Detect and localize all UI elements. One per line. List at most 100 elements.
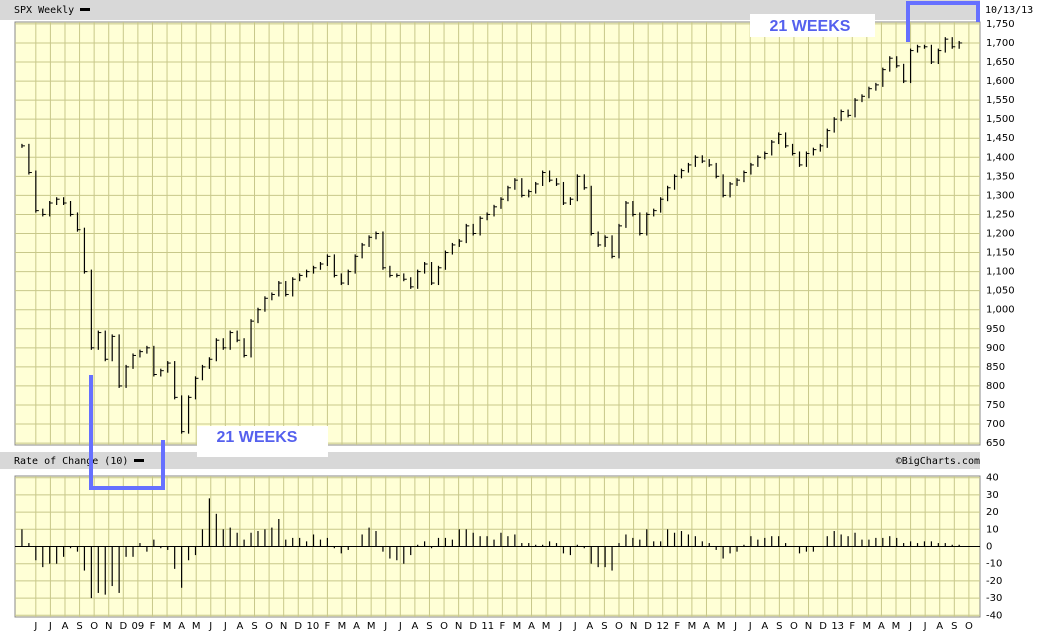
y-tick-label: 1,450 (986, 133, 1015, 144)
price-bar (160, 368, 164, 377)
price-bar (909, 48, 914, 84)
price-bar (354, 254, 359, 274)
x-tick-label: M (338, 621, 347, 632)
price-bar (118, 334, 123, 388)
credit: ©BigCharts.com (896, 456, 980, 467)
price-bar (104, 330, 109, 362)
y-tick-label: 1,600 (986, 76, 1015, 87)
price-bar (49, 201, 53, 217)
x-tick-label: N (455, 621, 462, 632)
price-bar (646, 212, 650, 236)
annotation: 21 WEEKS (770, 18, 851, 35)
x-tick-label: F (849, 621, 855, 632)
x-tick-label: O (440, 621, 448, 632)
price-bar (500, 197, 504, 209)
header-bar (0, 452, 980, 469)
x-tick-label: A (62, 621, 69, 632)
x-tick-label: A (703, 621, 710, 632)
price-bar (382, 231, 386, 270)
date-label: 10/13/13 (985, 5, 1033, 16)
price-bar (174, 361, 178, 400)
y-tick-label: 1,050 (986, 286, 1015, 297)
y-tick-label: 1,400 (986, 152, 1015, 163)
price-bar (167, 361, 171, 373)
price-bar (424, 261, 428, 274)
price-bar (625, 201, 629, 228)
price-bar (889, 56, 893, 72)
y-tick-label: -40 (986, 610, 1002, 621)
y-tick-label: 700 (986, 419, 1005, 430)
x-tick-label: D (819, 621, 827, 632)
price-bar (194, 376, 199, 400)
price-bar (937, 48, 942, 65)
price-bar (701, 155, 706, 164)
bracket (89, 375, 165, 490)
price-bar (882, 67, 886, 87)
x-tick-label: D (469, 621, 477, 632)
price-bar (736, 178, 741, 186)
chart-title: SPX Weekly (14, 5, 74, 16)
x-tick-label: 13 (831, 621, 844, 632)
price-bar (187, 395, 192, 434)
price-bar (215, 338, 220, 362)
annotation: 21 WEEKS (217, 429, 298, 446)
price-bar (521, 178, 525, 198)
price-bar (708, 159, 713, 167)
price-bar (542, 170, 546, 186)
y-tick-label: 0 (986, 542, 992, 553)
y-tick-label: 1,000 (986, 305, 1015, 316)
x-tick-label: A (178, 621, 185, 632)
x-tick-label: M (892, 621, 901, 632)
x-tick-label: J (383, 621, 387, 632)
price-bar (257, 307, 261, 324)
x-tick-label: J (48, 621, 52, 632)
price-bar (389, 265, 393, 278)
price-bar (632, 201, 636, 217)
price-bar (514, 178, 518, 190)
price-bar (729, 181, 734, 198)
price-bar (847, 109, 852, 118)
x-tick-label: M (863, 621, 872, 632)
price-bar (83, 227, 88, 274)
price-bar (403, 273, 407, 282)
price-bar (229, 330, 234, 350)
price-bar (153, 345, 157, 377)
price-bar (417, 269, 421, 289)
x-tick-label: S (951, 621, 957, 632)
price-bar (930, 44, 935, 65)
price-bar (604, 235, 609, 247)
price-bar (916, 44, 921, 53)
x-tick-label: M (688, 621, 697, 632)
price-bar (722, 174, 727, 198)
y-tick-label: 1,550 (986, 95, 1015, 106)
annotation-box (750, 14, 875, 37)
price-bar (673, 174, 678, 190)
price-bar (785, 132, 789, 148)
y-tick-label: 1,750 (986, 19, 1015, 30)
price-bar (951, 37, 956, 49)
x-tick-label: O (265, 621, 273, 632)
y-tick-label: -10 (986, 559, 1002, 570)
price-bar (111, 334, 116, 362)
price-bar (465, 223, 470, 244)
price-bar (76, 212, 81, 232)
x-tick-label: A (936, 621, 943, 632)
x-tick-label: J (733, 621, 737, 632)
x-tick-label: 09 (132, 621, 145, 632)
x-tick-label: J (908, 621, 912, 632)
price-bar (611, 235, 616, 259)
price-bar (208, 357, 213, 369)
x-tick-label: A (878, 621, 885, 632)
price-bar (812, 147, 817, 156)
x-tick-label: D (294, 621, 302, 632)
x-tick-label: M (163, 621, 172, 632)
price-bar (798, 151, 803, 167)
panel-title: Rate of Change (10) (14, 456, 128, 467)
price-bar (507, 185, 511, 202)
price-bar (285, 281, 289, 297)
price-bar (958, 40, 963, 49)
x-tick-label: J (223, 621, 227, 632)
x-tick-label: N (630, 621, 637, 632)
price-bar (687, 162, 692, 173)
